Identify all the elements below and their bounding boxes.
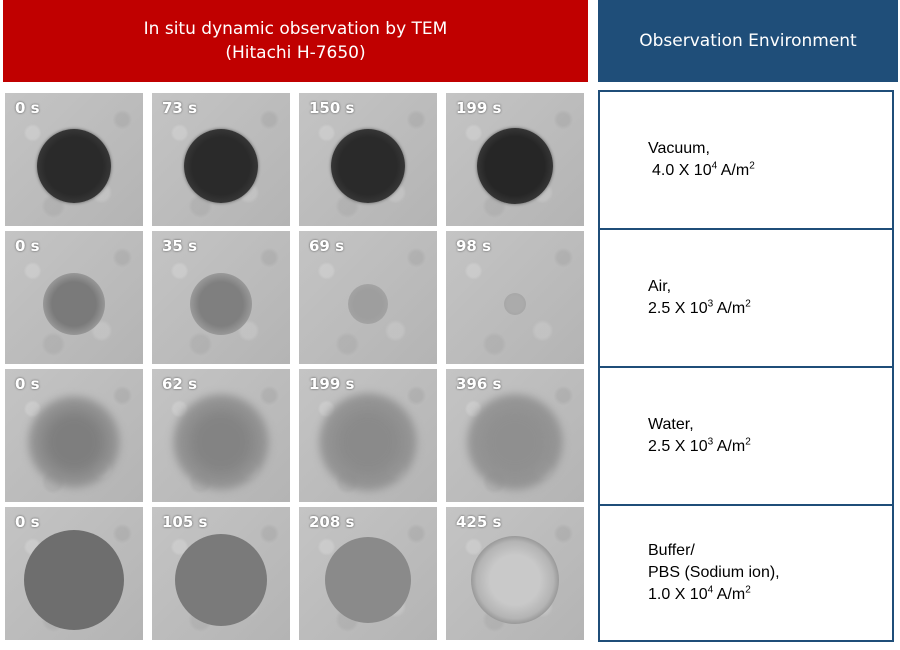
environment-row: Water, 2.5 X 103 A/m2 (600, 368, 892, 506)
current-unit: A/m (713, 438, 746, 455)
tem-frame: 425 s (446, 507, 584, 640)
tem-frame: 105 s (152, 507, 290, 640)
particle-blob (175, 533, 267, 626)
particle-blob (348, 283, 388, 324)
tem-frame: 35 s (152, 231, 290, 364)
current-density: 1.0 X 104 A/m2 (648, 584, 780, 606)
current-unit-exponent: 2 (745, 584, 751, 596)
time-label: 0 s (15, 375, 40, 393)
environment-name: Water, (648, 416, 694, 433)
particle-blob (173, 393, 269, 490)
tem-frame: 199 s (299, 369, 437, 502)
particle-blob (504, 292, 526, 315)
tem-frame: 208 s (299, 507, 437, 640)
current-density: 4.0 X 104 A/m2 (652, 160, 755, 182)
particle-blob (24, 529, 124, 630)
environment-description: Water, 2.5 X 103 A/m2 (648, 414, 751, 458)
current-exponent: 3 (707, 436, 714, 448)
particle-blob (471, 535, 559, 624)
tem-frame: 0 s (5, 93, 143, 226)
environment-description: Air, 2.5 X 103 A/m2 (648, 276, 751, 320)
environment-row: Vacuum, 4.0 X 104 A/m2 (600, 92, 892, 230)
current-density: 2.5 X 103 A/m2 (648, 298, 751, 320)
environment-row: Air, 2.5 X 103 A/m2 (600, 230, 892, 368)
environment-name: Vacuum, (648, 140, 710, 157)
current-unit: A/m (717, 162, 750, 179)
environment-name: Air, (648, 278, 672, 295)
time-label: 199 s (456, 99, 502, 117)
tem-frame: 73 s (152, 93, 290, 226)
time-label: 62 s (162, 375, 198, 393)
tem-header-line2: (Hitachi H-7650) (225, 43, 366, 63)
current-unit: A/m (713, 300, 746, 317)
current-mantissa: 1.0 X 10 (648, 586, 708, 603)
current-density: 2.5 X 103 A/m2 (648, 436, 751, 458)
tem-frame: 98 s (446, 231, 584, 364)
tem-frame: 0 s (5, 369, 143, 502)
time-label: 0 s (15, 237, 40, 255)
current-unit: A/m (713, 586, 746, 603)
time-label: 105 s (162, 513, 208, 531)
tem-frame: 69 s (299, 231, 437, 364)
time-label: 73 s (162, 99, 198, 117)
time-label: 35 s (162, 237, 198, 255)
environment-name: Buffer/ (648, 542, 695, 559)
tem-frame: 150 s (299, 93, 437, 226)
particle-blob (43, 272, 105, 335)
tem-image-grid: 0 s 73 s 150 s 199 s 0 s 35 s 69 s 98 s 0 s 62 s 1… (0, 90, 590, 645)
current-exponent: 3 (707, 298, 714, 310)
particle-blob (184, 128, 258, 203)
current-mantissa: 2.5 X 10 (648, 300, 708, 317)
tem-observation-header: In situ dynamic observation by TEM (Hita… (3, 0, 588, 82)
current-mantissa: 4.0 X 10 (652, 162, 712, 179)
time-label: 396 s (456, 375, 502, 393)
tem-frame: 62 s (152, 369, 290, 502)
time-label: 208 s (309, 513, 355, 531)
current-unit-exponent: 2 (745, 298, 751, 310)
environment-description: Buffer/PBS (Sodium ion), 1.0 X 104 A/m2 (648, 540, 780, 606)
tem-frame: 199 s (446, 93, 584, 226)
tem-frame: 396 s (446, 369, 584, 502)
time-label: 425 s (456, 513, 502, 531)
particle-blob (37, 128, 111, 203)
environment-panel: Vacuum, 4.0 X 104 A/m2 Air, 2.5 X 103 A/m2 W… (598, 90, 894, 642)
current-mantissa: 2.5 X 10 (648, 438, 708, 455)
particle-blob (190, 272, 252, 335)
environment-name: PBS (Sodium ion), (648, 564, 780, 581)
time-label: 0 s (15, 513, 40, 531)
environment-row: Buffer/PBS (Sodium ion), 1.0 X 104 A/m2 (600, 506, 892, 640)
environment-header-label: Observation Environment (639, 31, 857, 51)
environment-header: Observation Environment (598, 0, 898, 82)
tem-header-line1: In situ dynamic observation by TEM (143, 19, 448, 39)
particle-blob (319, 392, 417, 491)
time-label: 0 s (15, 99, 40, 117)
current-unit-exponent: 2 (749, 160, 755, 172)
tem-frame: 0 s (5, 231, 143, 364)
time-label: 69 s (309, 237, 345, 255)
particle-blob (467, 393, 563, 490)
environment-description: Vacuum, 4.0 X 104 A/m2 (648, 138, 755, 182)
current-unit-exponent: 2 (745, 436, 751, 448)
current-exponent: 4 (711, 160, 718, 172)
particle-blob (477, 127, 553, 204)
particle-blob (325, 536, 411, 623)
time-label: 199 s (309, 375, 355, 393)
tem-frame: 0 s (5, 507, 143, 640)
time-label: 98 s (456, 237, 492, 255)
particle-blob (28, 395, 120, 488)
current-exponent: 4 (707, 584, 714, 596)
particle-blob (331, 128, 405, 203)
time-label: 150 s (309, 99, 355, 117)
